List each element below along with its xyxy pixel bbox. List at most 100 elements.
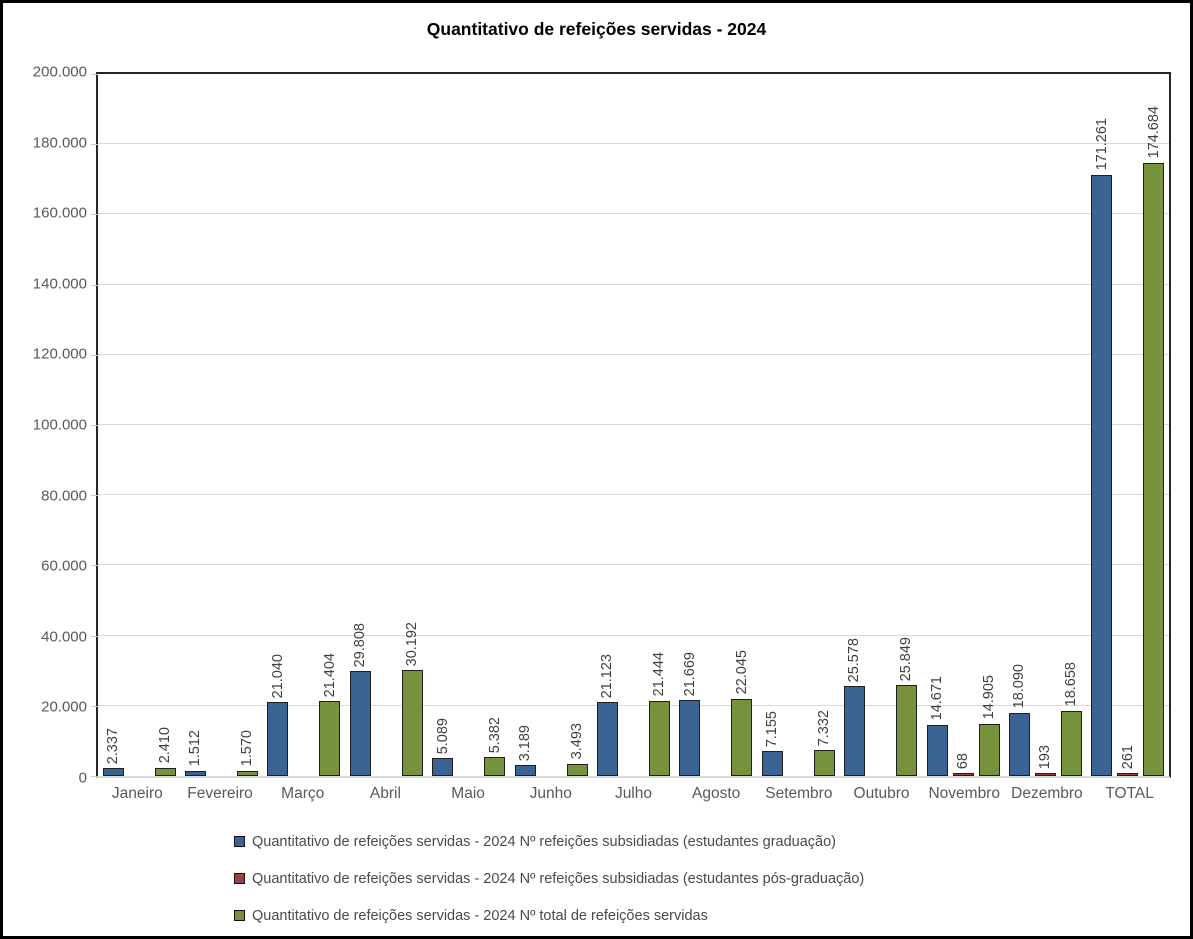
legend-item: Quantitativo de refeições servidas - 202… bbox=[234, 868, 864, 889]
bar-slot: 193 bbox=[1034, 74, 1056, 776]
y-tick-label: 100.000 bbox=[32, 416, 87, 434]
bar-group-outubro: 25.578 25.849 bbox=[840, 74, 922, 776]
bar bbox=[102, 767, 124, 776]
bar-slot: 3.493 bbox=[566, 74, 588, 776]
bar-value-label: 2.410 bbox=[156, 727, 173, 764]
bar-slot: 21.669 bbox=[679, 74, 701, 776]
bar-group-total: 171.261 261 174.684 bbox=[1087, 74, 1169, 776]
bar-group-setembro: 7.155 7.332 bbox=[757, 74, 839, 776]
gridline bbox=[98, 283, 1169, 285]
y-tick bbox=[91, 565, 98, 567]
legend: Quantitativo de refeições servidas - 202… bbox=[234, 831, 864, 936]
x-tick-label: Agosto bbox=[692, 785, 741, 802]
bar-slot: 14.905 bbox=[978, 74, 1000, 776]
bar-slot: 1.512 bbox=[185, 74, 207, 776]
bar-value-label: 29.808 bbox=[352, 623, 369, 668]
y-tick bbox=[91, 705, 98, 707]
y-tick bbox=[91, 74, 98, 75]
bar-value-label: 7.332 bbox=[816, 709, 833, 747]
bar-slot: 18.658 bbox=[1060, 74, 1082, 776]
bar bbox=[1091, 174, 1113, 776]
y-tick-label: 120.000 bbox=[32, 345, 87, 363]
gridline bbox=[98, 704, 1169, 706]
bar-value-label: 2.337 bbox=[104, 727, 121, 764]
y-tick-label: 180.000 bbox=[32, 134, 87, 152]
bar bbox=[679, 699, 701, 776]
legend-item: Quantitativo de refeições servidas - 202… bbox=[234, 905, 864, 926]
bar-slot: 7.332 bbox=[813, 74, 835, 776]
bar bbox=[896, 685, 918, 776]
y-tick-label: 60.000 bbox=[41, 557, 87, 575]
legend-marker-icon bbox=[234, 836, 245, 847]
bar-value-label: 14.671 bbox=[928, 676, 945, 721]
bar bbox=[952, 773, 974, 776]
plot-area: 2.337 2.410 1.512 1.570 21.040 21.404 29.808 30… bbox=[91, 72, 1171, 778]
y-tick bbox=[91, 214, 98, 216]
bar-group-novembro: 14.671 68 14.905 bbox=[922, 74, 1004, 776]
legend-marker-icon bbox=[234, 873, 245, 884]
bar bbox=[1034, 773, 1056, 776]
gridline bbox=[98, 564, 1169, 566]
bar-slot: 2.410 bbox=[154, 74, 176, 776]
bar-slot bbox=[129, 74, 150, 776]
x-tick-label: Janeiro bbox=[111, 785, 163, 802]
gridline bbox=[98, 424, 1169, 425]
bar-slot bbox=[623, 74, 644, 776]
bar bbox=[1008, 712, 1030, 776]
bar-value-label: 193 bbox=[1037, 744, 1054, 769]
bar-slot: 22.045 bbox=[731, 74, 753, 776]
bar bbox=[1143, 162, 1165, 776]
bar-value-label: 5.089 bbox=[434, 717, 451, 755]
bar-slot: 2.337 bbox=[102, 74, 124, 776]
bar-slot bbox=[870, 74, 891, 776]
bar bbox=[761, 750, 783, 776]
bar bbox=[514, 764, 536, 776]
bar-value-label: 261 bbox=[1119, 744, 1136, 769]
y-tick bbox=[91, 425, 98, 426]
bar-slot bbox=[376, 74, 397, 776]
x-axis-labels: Janeiro Fevereiro Março Abril Maio Junho Julho… bbox=[96, 785, 1171, 803]
bar-slot: 14.671 bbox=[926, 74, 948, 776]
bar bbox=[1117, 773, 1139, 776]
bar-value-label: 25.849 bbox=[898, 636, 915, 682]
bar-value-label: 3.493 bbox=[568, 723, 585, 760]
y-tick bbox=[91, 144, 98, 146]
bar-value-label: 18.658 bbox=[1063, 662, 1080, 707]
bar bbox=[813, 750, 835, 776]
bar-slot: 18.090 bbox=[1008, 74, 1030, 776]
bar-value-label: 1.570 bbox=[239, 730, 256, 767]
bar bbox=[566, 763, 588, 776]
bar-group-abril: 29.808 30.192 bbox=[345, 74, 427, 776]
bar-value-label: 30.192 bbox=[404, 621, 421, 667]
bar-value-label: 68 bbox=[954, 752, 971, 769]
x-tick-label: Abril bbox=[369, 785, 401, 802]
bar-value-label: 21.404 bbox=[321, 652, 338, 697]
bar-slot: 5.089 bbox=[432, 74, 454, 776]
gridline bbox=[98, 634, 1169, 636]
gridline bbox=[98, 494, 1169, 496]
bar-slot: 5.382 bbox=[484, 74, 506, 776]
bar-group-agosto: 21.669 22.045 bbox=[675, 74, 757, 776]
x-tick-label: Setembro bbox=[765, 785, 833, 802]
bar bbox=[432, 758, 454, 776]
bar-slot: 68 bbox=[952, 74, 974, 776]
y-tick bbox=[91, 776, 98, 777]
legend-label: Quantitativo de refeições servidas - 202… bbox=[252, 833, 837, 850]
x-tick-label: Maio bbox=[451, 785, 485, 802]
bar-group-janeiro: 2.337 2.410 bbox=[98, 74, 180, 776]
bar bbox=[597, 701, 619, 776]
y-tick bbox=[91, 354, 98, 356]
x-tick-label: Dezembro bbox=[1011, 785, 1083, 802]
bar-value-label: 21.444 bbox=[651, 652, 668, 697]
y-tick-label: 20.000 bbox=[41, 698, 87, 716]
y-tick-label: 140.000 bbox=[32, 275, 87, 293]
bar-slot bbox=[211, 74, 232, 776]
y-tick bbox=[91, 284, 98, 286]
x-tick-label: Março bbox=[281, 785, 325, 802]
bar bbox=[484, 757, 506, 776]
bar-slot: 7.155 bbox=[761, 74, 783, 776]
y-tick-label: 200.000 bbox=[32, 63, 87, 81]
bar-value-label: 14.905 bbox=[980, 675, 997, 720]
bar-value-label: 171.261 bbox=[1093, 118, 1110, 171]
x-tick-label: Novembro bbox=[928, 785, 1000, 802]
